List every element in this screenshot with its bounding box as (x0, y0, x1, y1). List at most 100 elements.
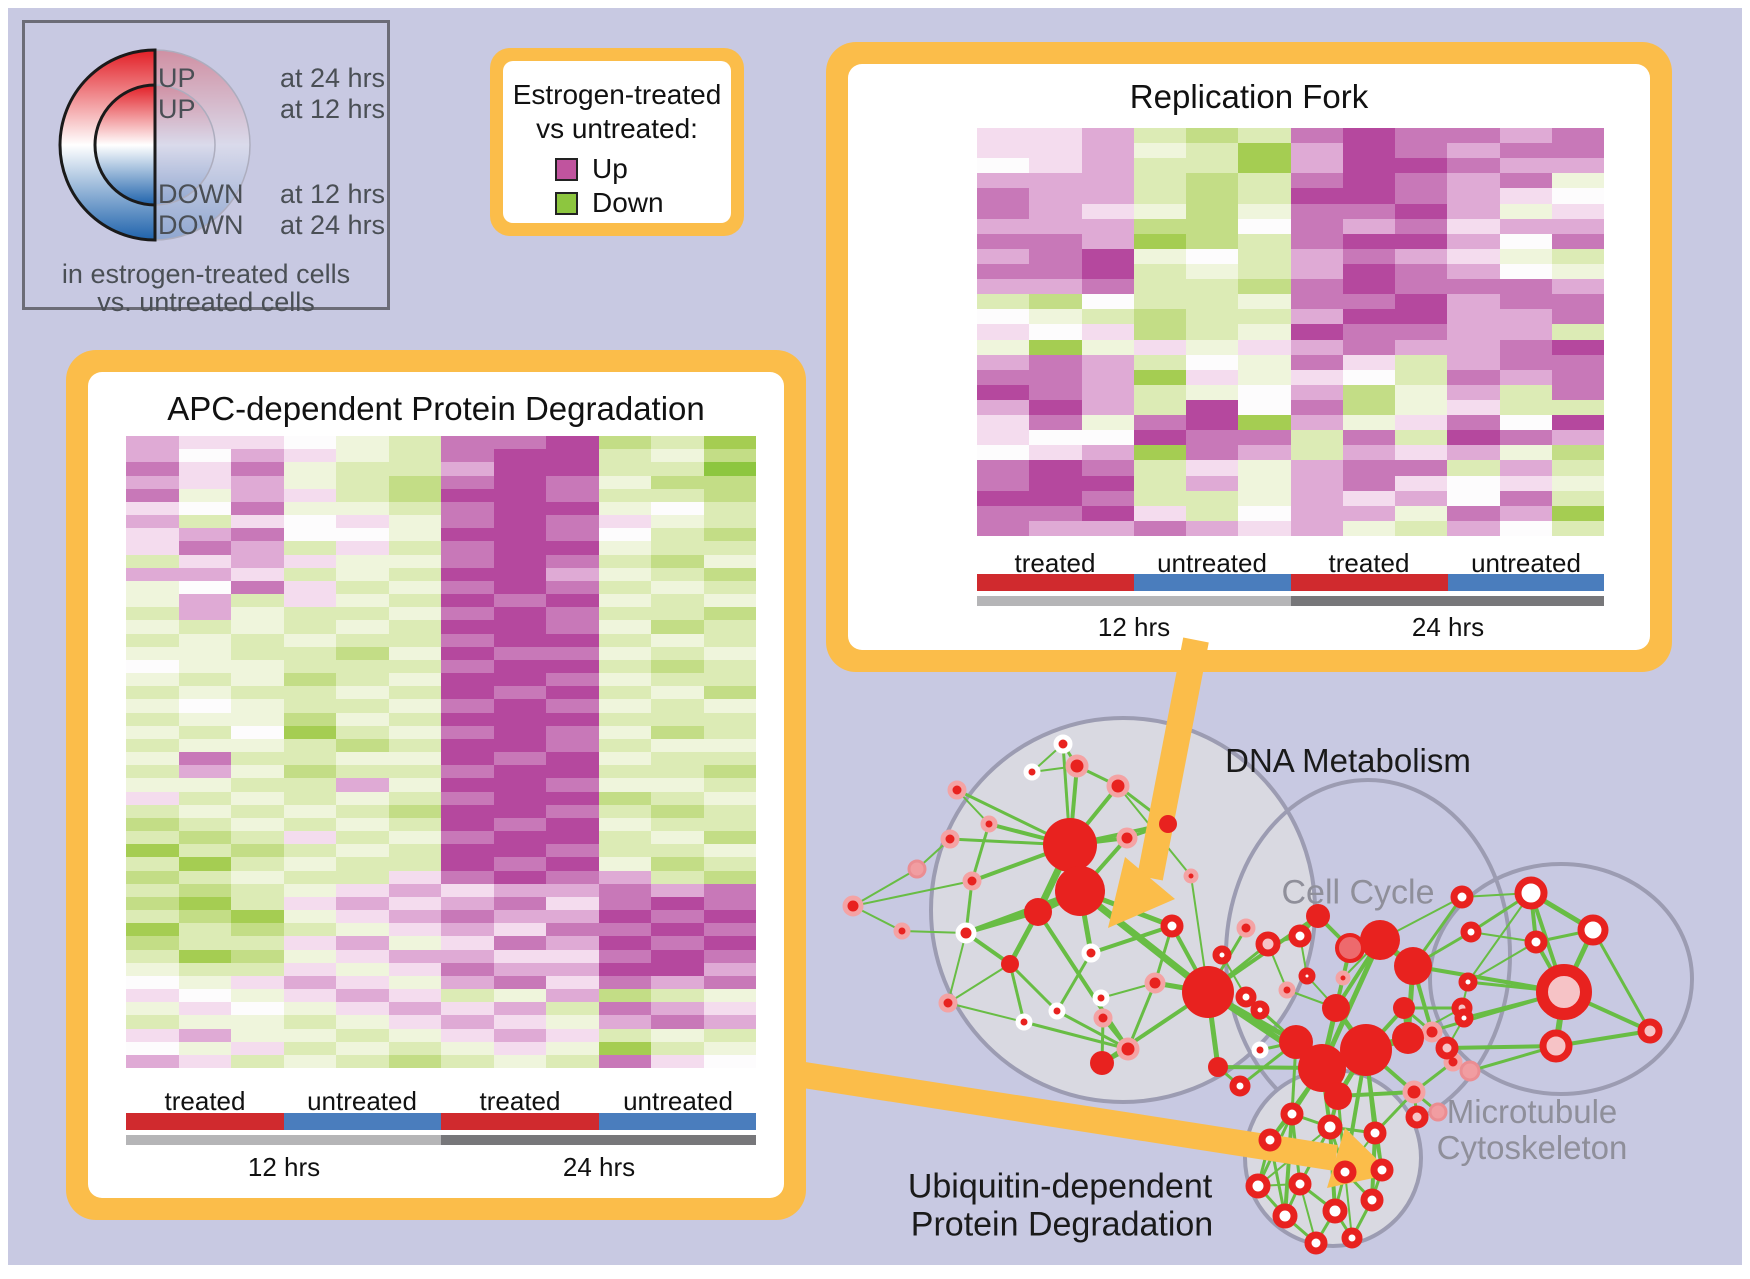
heatmap-cell (231, 462, 284, 476)
heatmap-cell (336, 659, 389, 673)
heatmap-cell (178, 633, 231, 647)
heatmap-cell (1029, 415, 1082, 431)
heatmap-cell (178, 686, 231, 700)
heatmap-cell (598, 488, 651, 502)
heatmap-cell (231, 515, 284, 529)
heatmap-cell (126, 923, 179, 937)
heatmap-cell (598, 949, 651, 963)
heatmap-cell (1238, 354, 1291, 370)
heatmap-cell (1395, 354, 1448, 370)
heatmap-cell (441, 501, 494, 515)
heatmap-cell (388, 633, 441, 647)
heatmap-cell (388, 883, 441, 897)
heatmap-cell (546, 962, 599, 976)
heatmap-cell (546, 975, 599, 989)
heatmap-cell (651, 778, 704, 792)
heatmap-cell (493, 857, 546, 871)
heatmap-cell (178, 910, 231, 924)
heatmap-cell (283, 580, 336, 594)
heatmap-cell (703, 962, 756, 976)
heatmap-cell (1029, 430, 1082, 446)
heatmap-cell (178, 620, 231, 634)
heatmap-cell (546, 989, 599, 1003)
heatmap-cell (1447, 203, 1500, 219)
heatmap-cell (441, 541, 494, 555)
heatmap-cell (1395, 505, 1448, 521)
heatmap-cell (1290, 505, 1343, 521)
heatmap-cell (388, 501, 441, 515)
heatmap-cell (388, 594, 441, 608)
legend-up-12: UP (158, 94, 196, 124)
heatmap-cell (703, 620, 756, 634)
heatmap-cell (703, 515, 756, 529)
heatmap-cell (1395, 294, 1448, 310)
heatmap-cell (388, 620, 441, 634)
heatmap-cell (126, 515, 179, 529)
apc-gray-12 (126, 1135, 441, 1145)
heatmap-cell (977, 143, 1030, 159)
heatmap-cell (493, 896, 546, 910)
heatmap-cell (388, 989, 441, 1003)
heatmap-cell (231, 910, 284, 924)
estrogen-legend-inner: Estrogen-treated vs untreated: Up Down (503, 61, 731, 223)
heatmap-cell (283, 949, 336, 963)
heatmap-cell (1551, 294, 1604, 310)
heatmap-cell (546, 659, 599, 673)
apc-group-2: untreated (307, 1086, 417, 1116)
heatmap-cell (493, 870, 546, 884)
heatmap-cell (598, 712, 651, 726)
legend-caption-1: in estrogen-treated cells (61, 259, 351, 289)
heatmap-cell (1342, 384, 1395, 400)
heatmap-cell (1133, 369, 1186, 385)
heatmap-cell (441, 462, 494, 476)
heatmap-cell (126, 1054, 179, 1068)
heatmap-cell (1133, 430, 1186, 446)
heatmap-cell (388, 844, 441, 858)
heatmap-cell (1499, 475, 1552, 491)
heatmap-cell (546, 436, 599, 450)
heatmap-cell (1499, 128, 1552, 144)
heatmap-cell (178, 923, 231, 937)
heatmap-cell (1551, 520, 1604, 536)
heatmap-cell (651, 910, 704, 924)
heatmap-cell (703, 1041, 756, 1055)
heatmap-cell (546, 778, 599, 792)
heatmap-cell (231, 528, 284, 542)
heatmap-cell (546, 896, 599, 910)
heatmap-cell (546, 501, 599, 515)
heatmap-cell (1238, 430, 1291, 446)
heatmap-cell (1186, 475, 1239, 491)
heatmap-cell (1447, 279, 1500, 295)
heatmap-cell (598, 962, 651, 976)
heatmap-cell (1029, 399, 1082, 416)
heatmap-cell (1551, 233, 1604, 249)
heatmap-cell (1290, 475, 1343, 491)
heatmap-cell (651, 883, 704, 897)
heatmap-cell (977, 279, 1030, 295)
heatmap-cell (388, 765, 441, 779)
heatmap-cell (1290, 309, 1343, 325)
heatmap-cell (1290, 399, 1343, 416)
heatmap-cell (546, 607, 599, 621)
heatmap-cell (493, 975, 546, 989)
heatmap-cell (1186, 188, 1239, 204)
heatmap-cell (441, 738, 494, 752)
heatmap-cell (651, 501, 704, 515)
heatmap-cell (1029, 384, 1082, 400)
heatmap-cell (336, 1028, 389, 1042)
heatmap-cell (126, 501, 179, 515)
heatmap-cell (1290, 263, 1343, 280)
heatmap-cell (1238, 309, 1291, 325)
heatmap-cell (283, 883, 336, 897)
heatmap-cell (1029, 248, 1082, 264)
heatmap-cell (1499, 324, 1552, 340)
heatmap-cell (126, 673, 179, 687)
heatmap-cell (388, 646, 441, 660)
heatmap-cell (178, 1054, 231, 1068)
heatmap-cell (1133, 173, 1186, 189)
heatmap-cell (977, 324, 1030, 340)
heatmap-cell (1342, 354, 1395, 370)
heatmap-cell (336, 989, 389, 1003)
heatmap-cell (1238, 188, 1291, 204)
heatmap-cell (1186, 294, 1239, 310)
